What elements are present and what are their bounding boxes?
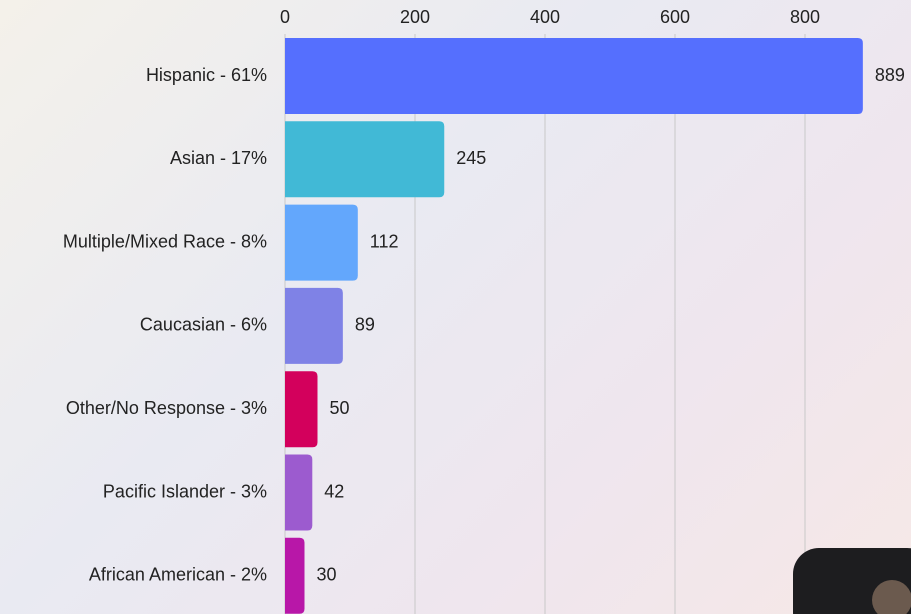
y-tick-label: Asian - 17% bbox=[170, 148, 267, 168]
data-label: 889 bbox=[875, 65, 905, 85]
bar bbox=[285, 537, 305, 614]
data-label: 50 bbox=[330, 398, 350, 418]
y-tick-label: African American - 2% bbox=[89, 565, 267, 585]
bar bbox=[285, 287, 343, 364]
bar bbox=[285, 371, 318, 448]
x-tick-label: 600 bbox=[660, 7, 690, 27]
y-tick-label: Other/No Response - 3% bbox=[66, 398, 267, 418]
x-tick-label: 0 bbox=[280, 7, 290, 27]
data-label: 30 bbox=[317, 565, 337, 585]
bar bbox=[285, 204, 358, 281]
bar bbox=[285, 38, 863, 114]
data-label: 89 bbox=[355, 315, 375, 335]
bar bbox=[285, 121, 445, 198]
x-tick-label: 400 bbox=[530, 7, 560, 27]
y-tick-label: Multiple/Mixed Race - 8% bbox=[63, 231, 267, 251]
person-head bbox=[872, 580, 911, 614]
x-tick-label: 800 bbox=[790, 7, 820, 27]
y-tick-label: Hispanic - 61% bbox=[146, 65, 267, 85]
data-label: 42 bbox=[324, 481, 344, 501]
data-label: 245 bbox=[456, 148, 486, 168]
x-tick-label: 200 bbox=[400, 7, 430, 27]
bar bbox=[285, 454, 313, 531]
data-label: 112 bbox=[370, 231, 399, 251]
y-tick-label: Caucasian - 6% bbox=[140, 315, 267, 335]
y-tick-label: Pacific Islander - 3% bbox=[103, 481, 267, 501]
